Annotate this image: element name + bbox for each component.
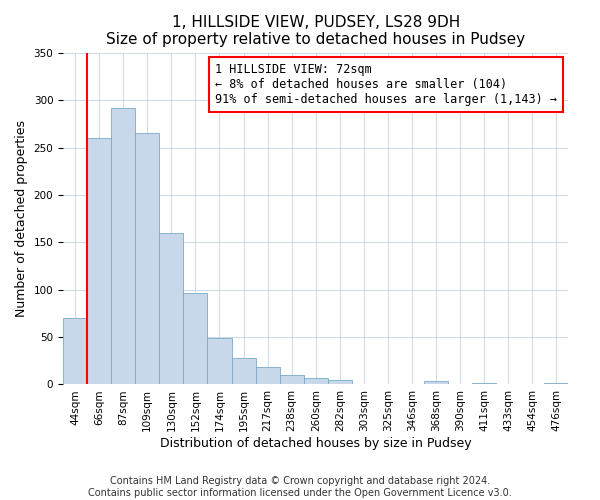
Bar: [304, 378, 328, 384]
Bar: [87, 138, 111, 384]
Bar: [111, 108, 135, 384]
Bar: [232, 358, 256, 384]
Text: 1 HILLSIDE VIEW: 72sqm
← 8% of detached houses are smaller (104)
91% of semi-det: 1 HILLSIDE VIEW: 72sqm ← 8% of detached …: [215, 62, 557, 106]
Bar: [184, 292, 208, 384]
X-axis label: Distribution of detached houses by size in Pudsey: Distribution of detached houses by size …: [160, 437, 472, 450]
Bar: [280, 375, 304, 384]
Bar: [472, 382, 496, 384]
Text: Contains HM Land Registry data © Crown copyright and database right 2024.
Contai: Contains HM Land Registry data © Crown c…: [88, 476, 512, 498]
Bar: [160, 233, 184, 384]
Bar: [424, 380, 448, 384]
Bar: [208, 338, 232, 384]
Bar: [135, 134, 160, 384]
Bar: [63, 318, 87, 384]
Y-axis label: Number of detached properties: Number of detached properties: [15, 120, 28, 317]
Title: 1, HILLSIDE VIEW, PUDSEY, LS28 9DH
Size of property relative to detached houses : 1, HILLSIDE VIEW, PUDSEY, LS28 9DH Size …: [106, 15, 526, 48]
Bar: [544, 382, 568, 384]
Bar: [256, 368, 280, 384]
Bar: [328, 380, 352, 384]
